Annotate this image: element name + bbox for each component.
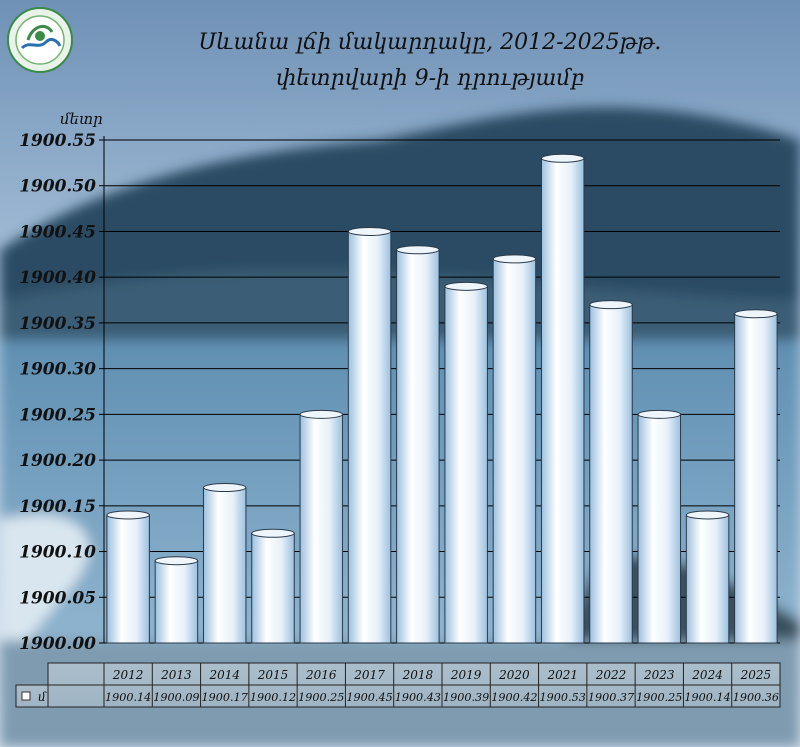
bar-2018 bbox=[396, 245, 440, 644]
data-label: 1900.36 bbox=[733, 691, 779, 704]
bar-cap bbox=[202, 483, 247, 493]
bar-cap bbox=[492, 254, 537, 264]
bar-body bbox=[589, 304, 633, 644]
bar-2013 bbox=[154, 556, 199, 644]
bar-body bbox=[154, 560, 199, 644]
x-tick-label: 2024 bbox=[691, 668, 723, 682]
bar-body bbox=[299, 413, 344, 644]
bar-body bbox=[251, 532, 295, 644]
bar-2019 bbox=[444, 281, 488, 644]
y-tick-label: 1900.20 bbox=[19, 451, 96, 471]
y-tick-label: 1900.05 bbox=[19, 588, 96, 608]
bar-cap bbox=[637, 409, 682, 419]
chart-title: Սևանա լճի մակարդակը, 2012-2025թթ. bbox=[198, 30, 662, 55]
y-axis-unit-label: մետր bbox=[60, 110, 103, 128]
x-tick-label: 2025 bbox=[740, 668, 772, 682]
bar-body bbox=[734, 313, 778, 644]
bar-2024 bbox=[685, 510, 730, 644]
x-tick-label: 2012 bbox=[112, 668, 144, 682]
x-tick-label: 2015 bbox=[257, 668, 289, 682]
bar-2022 bbox=[589, 300, 633, 644]
y-tick-label: 1900.30 bbox=[19, 360, 96, 380]
x-tick-label: 2020 bbox=[498, 668, 530, 682]
logo-emblem-icon bbox=[7, 7, 73, 73]
legend-swatch bbox=[21, 691, 31, 701]
bar-body bbox=[347, 230, 392, 644]
y-tick-label: 1900.35 bbox=[19, 314, 96, 334]
bar-body bbox=[444, 285, 488, 644]
y-tick-label: 1900.10 bbox=[19, 543, 96, 563]
chart-subtitle: փետրվարի 9-ի դրությամբ bbox=[275, 66, 585, 91]
y-tick-label: 1900.45 bbox=[19, 222, 96, 242]
bar-2021 bbox=[540, 153, 585, 644]
bar-2015 bbox=[251, 528, 295, 644]
bar-2014 bbox=[202, 483, 247, 644]
y-tick-label: 1900.50 bbox=[19, 177, 96, 197]
data-label: 1900.17 bbox=[202, 691, 248, 704]
x-tick-label: 2016 bbox=[305, 668, 337, 682]
x-tick-label: 2023 bbox=[643, 668, 675, 682]
data-label: 1900.53 bbox=[540, 691, 586, 704]
x-tick-label: 2018 bbox=[402, 668, 434, 682]
bar-cap bbox=[734, 309, 778, 319]
bar-2016 bbox=[299, 409, 344, 644]
bar-cap bbox=[589, 300, 633, 310]
bar-cap bbox=[299, 409, 344, 419]
bar-2023 bbox=[637, 409, 682, 644]
bar-2020 bbox=[492, 254, 537, 644]
data-label: 1900.25 bbox=[298, 691, 344, 704]
data-label: 1900.42 bbox=[491, 691, 537, 704]
x-tick-label: 2013 bbox=[160, 668, 192, 682]
data-label: 1900.14 bbox=[684, 691, 730, 704]
data-label: 1900.39 bbox=[443, 691, 489, 704]
x-tick-label: 2022 bbox=[595, 668, 627, 682]
bar-body bbox=[492, 258, 537, 644]
data-label: 1900.37 bbox=[588, 691, 634, 704]
y-tick-label: 1900.00 bbox=[19, 634, 96, 654]
bar-2012 bbox=[106, 510, 150, 644]
bar-body bbox=[106, 514, 150, 644]
data-label: 1900.45 bbox=[346, 691, 392, 704]
data-label: 1900.12 bbox=[250, 691, 296, 704]
bar-body bbox=[202, 487, 247, 644]
y-tick-label: 1900.55 bbox=[19, 131, 96, 151]
bar-cap bbox=[685, 510, 730, 520]
x-tick-label: 2021 bbox=[546, 668, 578, 682]
bar-body bbox=[540, 157, 585, 644]
x-tick-label: 2017 bbox=[353, 668, 385, 682]
y-tick-label: 1900.40 bbox=[19, 268, 96, 288]
bar-cap bbox=[347, 226, 392, 236]
bar-cap bbox=[396, 245, 440, 255]
data-label: 1900.14 bbox=[105, 691, 151, 704]
bar-cap bbox=[540, 153, 585, 163]
bar-cap bbox=[444, 281, 488, 291]
bar-body bbox=[637, 413, 682, 644]
data-label: 1900.43 bbox=[395, 691, 441, 704]
y-tick-label: 1900.25 bbox=[19, 405, 96, 425]
x-tick-label: 2019 bbox=[450, 668, 482, 682]
data-label: 1900.09 bbox=[153, 691, 199, 704]
bar-body bbox=[396, 249, 440, 644]
bar-2025 bbox=[734, 309, 778, 644]
bar-body bbox=[685, 514, 730, 644]
legend-label: մ bbox=[38, 690, 47, 704]
y-tick-label: 1900.15 bbox=[19, 497, 96, 517]
bar-cap bbox=[154, 556, 199, 566]
data-label: 1900.25 bbox=[636, 691, 682, 704]
x-tick-label: 2014 bbox=[208, 668, 240, 682]
bar-2017 bbox=[347, 226, 392, 644]
bar-cap bbox=[251, 528, 295, 538]
bar-cap bbox=[106, 510, 150, 520]
